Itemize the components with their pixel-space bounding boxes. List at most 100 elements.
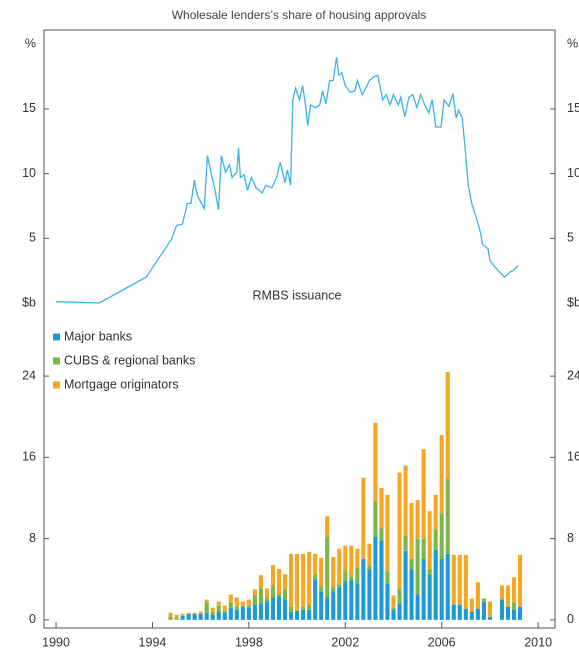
bar-segment — [210, 614, 215, 620]
bar-segment — [421, 538, 426, 559]
bar-segment — [270, 597, 276, 620]
bar-segment — [469, 611, 474, 620]
bar-segment — [361, 558, 366, 620]
bar-segment — [451, 554, 456, 605]
bar-segment — [204, 599, 209, 603]
bar-segment — [373, 422, 378, 502]
bar-segment — [403, 535, 408, 551]
bar-segment — [258, 588, 263, 604]
x-tick-label: 2002 — [331, 635, 359, 649]
bar-segment — [439, 513, 444, 559]
bar-segment — [240, 601, 245, 607]
bar-segment — [463, 608, 468, 620]
bar-segment — [367, 543, 372, 567]
bar-segment — [439, 435, 444, 514]
bar-segment — [234, 606, 239, 610]
bar-segment — [445, 478, 450, 554]
bar-segment — [457, 554, 462, 605]
bar-segment — [337, 548, 342, 585]
bar-segment — [349, 580, 354, 620]
x-tick-label: 1990 — [42, 635, 70, 649]
bar-segment — [451, 604, 456, 620]
bar-segment — [331, 591, 336, 620]
bar-segment — [433, 549, 438, 620]
bar-segment — [216, 601, 221, 606]
bar-segment — [174, 617, 179, 620]
bar-segment — [427, 511, 432, 570]
bar-segment — [174, 614, 179, 618]
bar-segment — [499, 599, 505, 620]
bar-segment — [210, 607, 215, 612]
bar-segment — [445, 553, 450, 620]
bar-segment — [379, 487, 384, 529]
bar-segment — [258, 603, 263, 620]
y-tick-label-right: 8 — [567, 531, 574, 545]
legend-swatch — [53, 333, 60, 341]
bar-segment — [511, 609, 517, 620]
bar-segment — [222, 605, 227, 611]
y-tick-label: 0 — [29, 612, 36, 626]
bar-segment — [349, 545, 354, 577]
bar-segment — [343, 581, 348, 620]
bar-segment — [421, 449, 426, 539]
y-tick-label: 24 — [22, 368, 36, 382]
bar-segment — [457, 604, 462, 620]
bar-segment — [355, 583, 360, 620]
bar-segment — [427, 569, 432, 575]
bar-segment — [433, 494, 438, 530]
legend-swatch — [53, 381, 60, 389]
bar-segment — [301, 609, 306, 620]
y-tick-label-right: 10 — [567, 166, 579, 180]
bar-segment — [319, 586, 324, 592]
bar-segment — [204, 612, 209, 620]
bar-segment — [289, 606, 294, 612]
y-tick-label-right: 24 — [567, 368, 579, 382]
bar-segment — [234, 609, 239, 620]
bar-segment — [433, 529, 438, 550]
bar-segment — [307, 551, 312, 605]
bar-segment — [367, 569, 372, 620]
bar-segment — [198, 611, 203, 614]
bar-segment — [234, 597, 239, 607]
x-tick-label: 1994 — [139, 635, 167, 649]
bar-segment — [313, 579, 318, 620]
bar-segment — [252, 604, 257, 620]
bar-segment — [276, 596, 282, 620]
bar-segment — [343, 571, 348, 582]
bar-segment — [397, 588, 402, 604]
bar-segment — [270, 565, 276, 586]
bar-segment — [246, 599, 251, 606]
bar-segment — [252, 589, 257, 596]
bar-segment — [385, 583, 390, 620]
bar-segment — [240, 606, 245, 620]
plot-frame — [43, 29, 556, 629]
y-tick-label: 16 — [22, 450, 36, 464]
bar-segment — [337, 587, 342, 620]
bar-segment — [258, 575, 263, 589]
bar-segment — [518, 554, 523, 607]
y-unit-label: $b — [22, 295, 36, 309]
bar-segment — [168, 616, 173, 620]
bar-segment — [289, 553, 294, 607]
bar-segment — [415, 500, 420, 539]
bar-segment — [216, 611, 221, 620]
bar-segment — [391, 607, 396, 610]
y-tick-label-right: 15 — [567, 101, 579, 115]
bar-segment — [295, 553, 300, 611]
bar-segment — [439, 558, 444, 620]
bar-segment — [385, 571, 390, 584]
bar-segment — [475, 582, 480, 609]
bar-segment — [276, 594, 282, 597]
x-tick-label: 1998 — [235, 635, 263, 649]
bar-segment — [487, 616, 492, 620]
bar-segment — [313, 553, 318, 575]
bar-segment — [331, 556, 336, 588]
bar-segment — [325, 536, 330, 598]
bar-segment — [270, 585, 276, 598]
bar-segment — [192, 612, 197, 614]
bar-segment — [307, 604, 312, 610]
chart-title: Wholesale lenders’s share of housing app… — [172, 8, 427, 22]
y-tick-label: 5 — [29, 231, 36, 245]
bar-segment — [282, 574, 288, 590]
